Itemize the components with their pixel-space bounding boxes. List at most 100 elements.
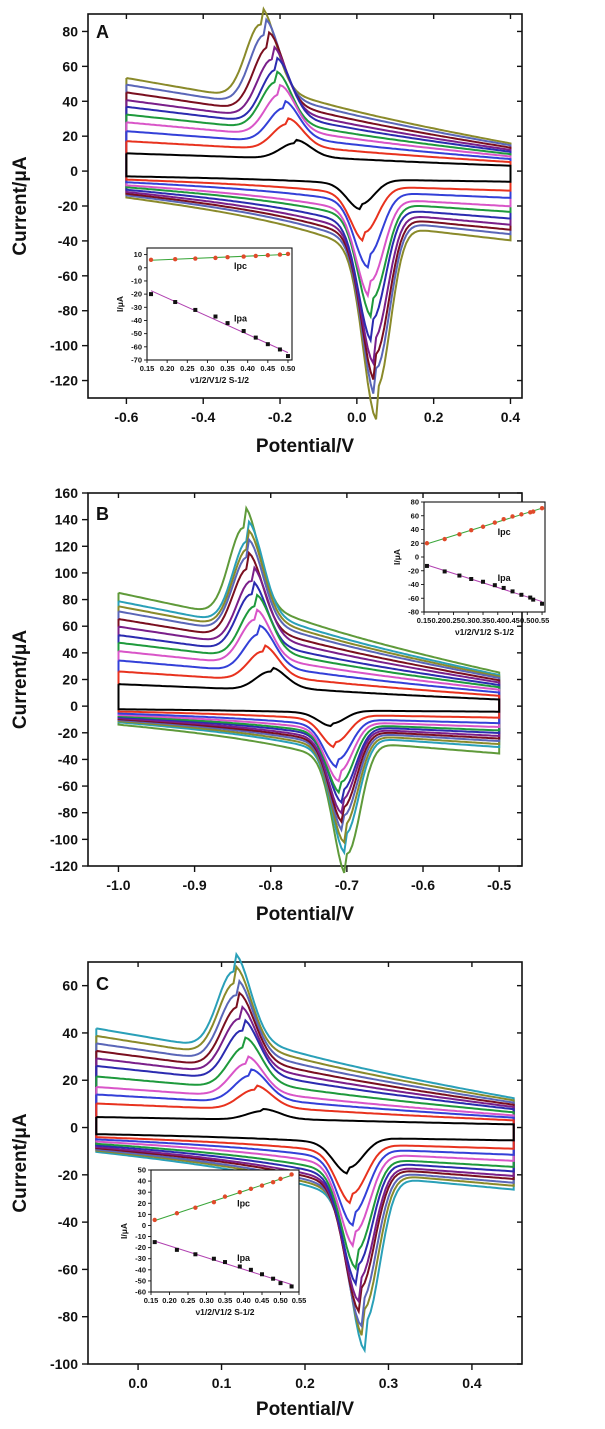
inset-point-ipc: [225, 255, 230, 260]
inset-point-ipc: [285, 251, 291, 257]
inset-y-tick-label: -40: [131, 316, 142, 325]
inset-x-tick-label: 0.40: [490, 616, 505, 625]
x-tick-label: -0.4: [191, 409, 215, 425]
cv-curve-7: [125, 45, 512, 367]
inset-y-tick-label: 80: [411, 498, 419, 507]
cv-curve-8: [95, 990, 515, 1315]
x-tick-label: -0.6: [411, 877, 435, 893]
y-tick-label: -100: [50, 338, 78, 354]
inset-plot: 0.15 0.20 0.25 0.30 0.35 0.40 0.45 0.50 0.55 50 40…: [119, 1166, 306, 1318]
inset-plot: 0.15 0.20 0.25 0.30 0.35 0.40 0.45 0.50 10 0 -10 -2…: [115, 247, 296, 385]
inset-y-tick-label: -60: [408, 594, 419, 603]
inset-point-ipa: [271, 1276, 276, 1281]
chart-panel-c: 0.0 0.1 0.2 0.3 0.46040200-20-40-60-80-100Po…: [10, 951, 523, 1420]
inset-point-ipa: [457, 573, 462, 578]
y-tick-label: -20: [58, 198, 78, 214]
cv-curve-1: [125, 138, 512, 211]
x-axis-label: Potential/V: [256, 1399, 355, 1420]
inset-frame: [423, 501, 546, 613]
inset-point-ipa: [241, 329, 246, 334]
inset-x-tick-label: 0.25: [180, 364, 195, 373]
cv-curve-10: [125, 6, 512, 420]
inset-series-label-ipa: Ipa: [234, 313, 248, 323]
x-axis-label: Potential/V: [256, 904, 355, 925]
inset-x-tick-label: 0.20: [160, 364, 175, 373]
chart-panel-b: -1.0 -0.9 -0.8 -0.7 -0.6 -0.5 160 140 120 100 80 60…: [10, 485, 549, 925]
inset-point-ipa: [424, 563, 429, 568]
inset-point-ipa: [248, 1267, 253, 1272]
cv-curve-3: [95, 1068, 515, 1227]
inset-y-tick-label: 10: [138, 1210, 146, 1219]
inset-point-ipc: [501, 516, 506, 522]
inset-point-ipc: [265, 253, 271, 258]
inset-series-label-ipc: Ipc: [237, 1199, 250, 1209]
inset-x-tick-label: 0.20: [431, 616, 446, 625]
y-tick-label: 80: [62, 592, 78, 608]
inset-x-tick-label: 0.55: [292, 1296, 307, 1305]
inset-y-tick-label: -20: [408, 566, 419, 575]
inset-y-tick-label: -20: [135, 1243, 146, 1252]
y-tick-label: 40: [62, 1025, 78, 1041]
inset-point-ipa: [211, 1256, 216, 1261]
x-tick-label: -0.7: [335, 877, 359, 893]
inset-point-ipc: [241, 254, 246, 259]
x-tick-label: 0.2: [424, 409, 444, 425]
x-tick-label: -1.0: [106, 877, 130, 893]
cv-curve-6: [125, 56, 512, 344]
inset-y-tick-label: 40: [138, 1177, 146, 1186]
x-tick-label: -0.5: [487, 877, 511, 893]
inset-y-tick-label: 0: [142, 1221, 146, 1230]
cv-curve-5: [117, 593, 501, 795]
inset-point-ipa: [285, 354, 290, 359]
y-tick-label: 160: [55, 485, 79, 501]
cv-curve-1: [95, 1107, 515, 1175]
y-tick-label: -60: [58, 778, 78, 794]
inset-y-tick-label: -10: [131, 276, 142, 285]
x-axis-label: Potential/V: [256, 436, 355, 457]
inset-y-axis-label: I/μA: [392, 549, 402, 565]
inset-y-tick-label: -50: [131, 329, 142, 338]
x-tick-label: 0.1: [212, 1375, 232, 1391]
inset-point-ipa: [278, 1281, 283, 1286]
inset-y-tick-label: -50: [135, 1276, 146, 1285]
inset-point-ipc: [492, 520, 498, 525]
inset-y-tick-label: 50: [138, 1166, 146, 1175]
chart-panel-a: -0.6 -0.4 -0.2 0.0 0.2 0.4 80 60 40 20 0 -20 -40 -60 -…: [10, 6, 523, 457]
inset-point-ipa: [174, 1247, 179, 1252]
inset-x-tick-label: 0.45: [505, 616, 520, 625]
y-tick-label: 0: [70, 163, 78, 179]
inset-point-ipc: [211, 1199, 217, 1205]
y-tick-label: 120: [55, 538, 79, 554]
y-tick-label: 0: [70, 698, 78, 714]
inset-point-ipc: [469, 527, 474, 533]
inset-y-tick-label: 60: [411, 511, 419, 520]
inset-x-axis-label: ν1/2/V1/2 S-1/2: [190, 375, 249, 385]
inset-x-axis-label: ν1/2/V1/2 S-1/2: [455, 627, 514, 637]
cv-curve-5: [125, 70, 512, 320]
inset-x-tick-label: 0.45: [255, 1296, 270, 1305]
inset-point-ipc: [222, 1194, 228, 1199]
inset-point-ipa: [277, 347, 282, 352]
inset-x-tick-label: 0.35: [218, 1296, 233, 1305]
y-tick-label: -100: [50, 831, 78, 847]
y-tick-label: 60: [62, 978, 78, 994]
inset-x-tick-label: 0.25: [181, 1296, 196, 1305]
y-tick-label: 40: [62, 645, 78, 661]
y-axis-label: Current/μA: [10, 630, 31, 730]
inset-point-ipa: [152, 1240, 157, 1245]
inset-x-tick-label: 0.55: [535, 616, 550, 625]
inset-point-ipa: [223, 1260, 227, 1265]
inset-point-ipc: [530, 509, 536, 514]
y-tick-label: -100: [50, 1356, 78, 1372]
y-tick-label: 40: [62, 93, 78, 109]
inset-x-tick-label: 0.50: [281, 364, 296, 373]
inset-x-tick-label: 0.40: [240, 364, 255, 373]
inset-point-ipc: [539, 505, 545, 511]
inset-frame: [146, 247, 293, 361]
cv-curve-9: [95, 978, 515, 1329]
inset-point-ipa: [510, 589, 515, 594]
x-tick-label: 0.0: [347, 409, 367, 425]
inset-point-ipa: [213, 314, 218, 319]
inset-point-ipc: [278, 1176, 283, 1182]
inset-point-ipc: [289, 1172, 294, 1177]
